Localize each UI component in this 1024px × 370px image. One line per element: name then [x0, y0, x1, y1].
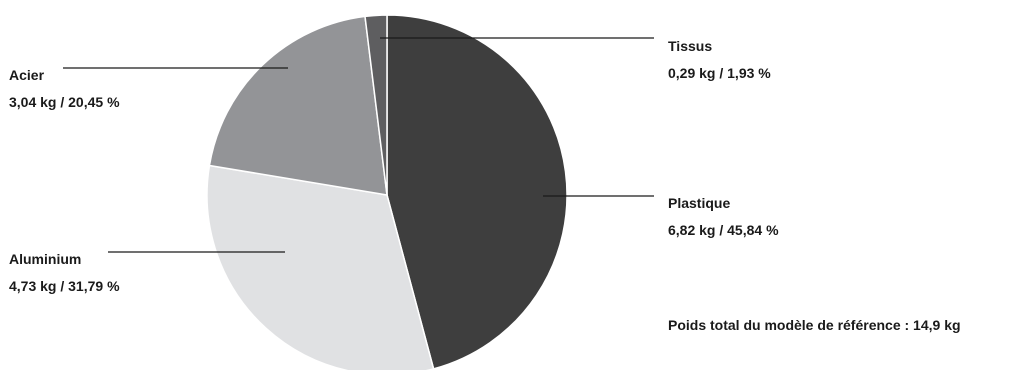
slice-label-aluminium-name: Aluminium [9, 251, 81, 267]
slice-label-acier-value: 3,04 kg / 20,45 % [9, 94, 120, 110]
pie-slices [206, 14, 568, 370]
pie-slice-tissus [364, 14, 388, 196]
slice-label-acier-name: Acier [9, 67, 45, 83]
total-weight-note: Poids total du modèle de référence : 14,… [668, 317, 961, 333]
slice-label-plastique-value: 6,82 kg / 45,84 % [668, 222, 779, 238]
slice-label-plastique-name: Plastique [668, 195, 730, 211]
pie-slice-aluminium [206, 164, 435, 370]
slice-label-aluminium-value: 4,73 kg / 31,79 % [9, 278, 120, 294]
pie-slice-acier [208, 15, 388, 196]
leader-lines [63, 37, 654, 253]
slice-label-tissus-name: Tissus [668, 38, 712, 54]
pie-slice-plastique [386, 14, 568, 370]
slice-label-tissus-value: 0,29 kg / 1,93 % [668, 65, 771, 81]
